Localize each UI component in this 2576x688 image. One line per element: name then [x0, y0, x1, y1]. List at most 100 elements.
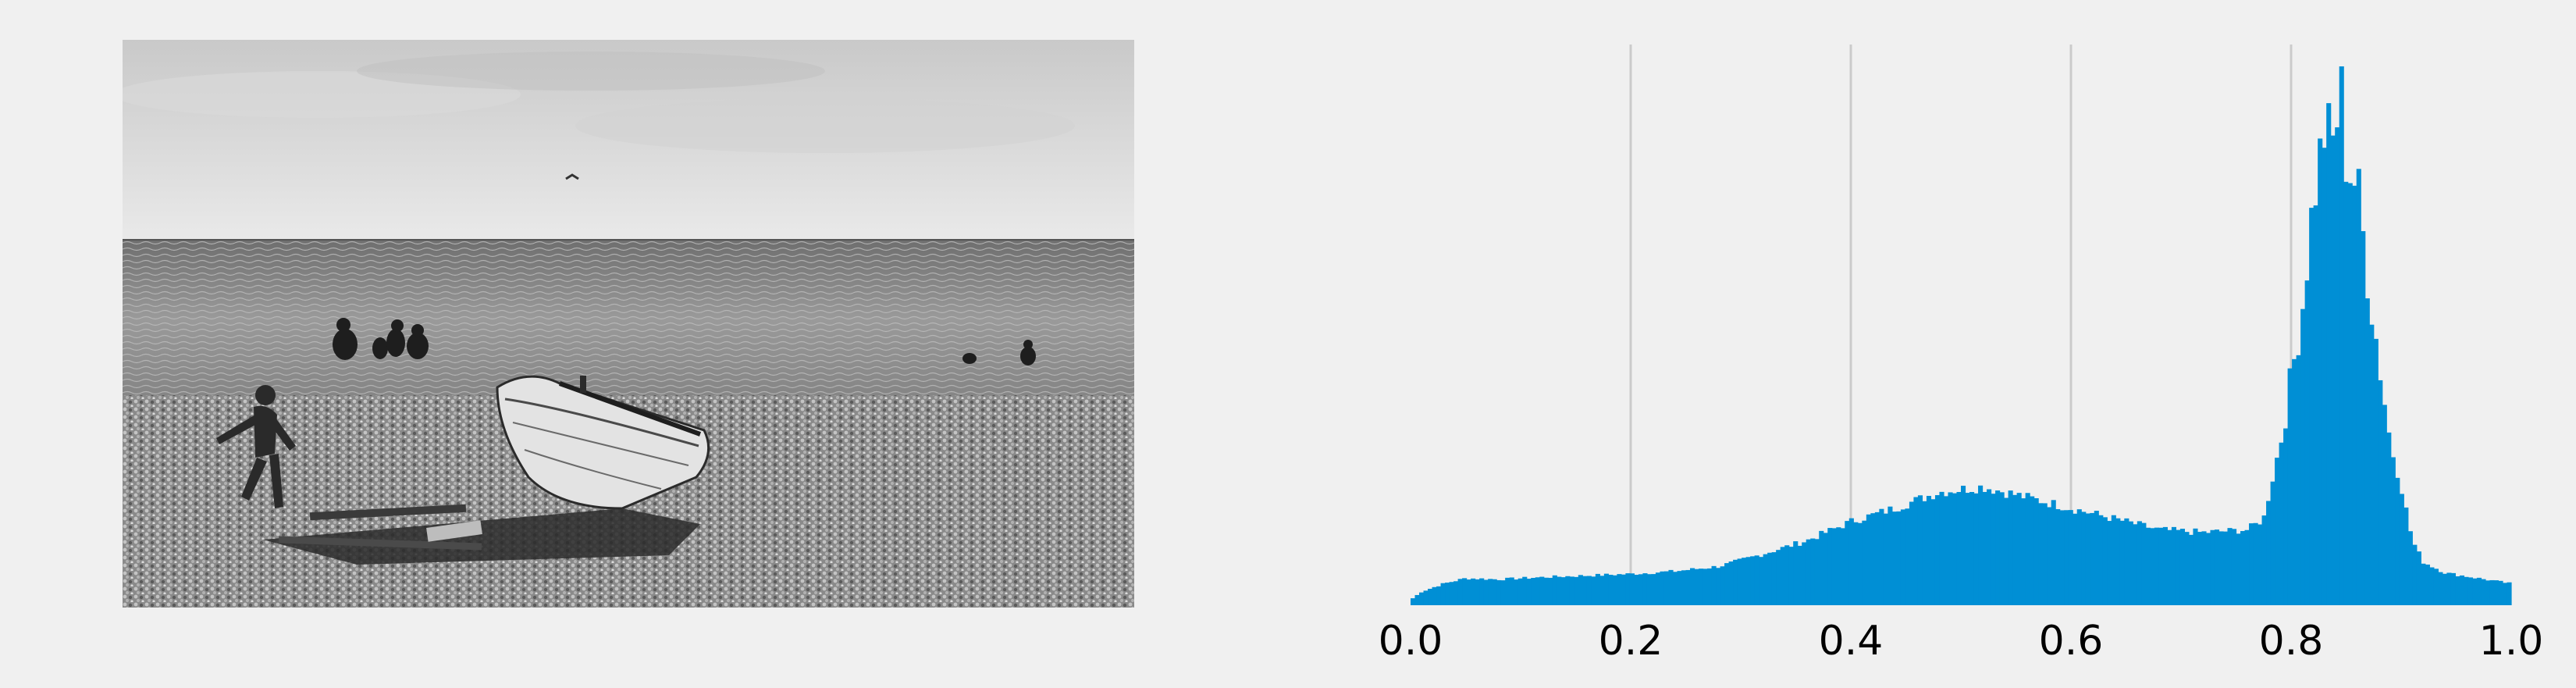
histogram-bar — [2399, 494, 2404, 605]
histogram-bar — [1586, 576, 1592, 605]
histogram-bar — [1810, 538, 1816, 605]
histogram-bar — [1905, 508, 1910, 605]
histogram-bar — [2119, 520, 2125, 605]
histogram-bar — [2502, 583, 2508, 605]
histogram-bar — [2450, 572, 2456, 605]
histogram-bar — [1479, 578, 1485, 605]
histogram-bar — [1823, 533, 1828, 605]
histogram-bar — [1802, 542, 1807, 605]
histogram-bar — [2390, 457, 2396, 605]
histogram-bar — [2214, 529, 2220, 605]
histogram-bar — [2047, 507, 2052, 605]
histogram-bar — [1891, 512, 1897, 605]
histogram-bar — [2464, 576, 2469, 605]
histogram-bar — [2038, 503, 2044, 605]
histogram-bar — [1634, 575, 1639, 605]
histogram-bar — [1599, 576, 1605, 605]
histogram-bar — [2193, 528, 2198, 605]
histogram-bar — [1917, 495, 1923, 605]
histogram-bar — [1973, 493, 1979, 605]
histogram-bar — [2133, 524, 2138, 605]
histogram-bar — [2407, 531, 2413, 605]
histogram-bar — [1742, 558, 1747, 605]
histogram-bar — [1857, 522, 1863, 605]
histogram-bar — [2012, 494, 2018, 605]
histogram-bar — [2481, 579, 2486, 605]
histogram-bar — [1943, 496, 1949, 605]
histogram-bar — [2261, 515, 2267, 605]
histogram-bar — [1475, 579, 1480, 605]
histogram-bar — [2322, 148, 2327, 606]
histogram-bar — [2107, 521, 2112, 605]
histogram-bar — [2016, 493, 2022, 605]
histogram-bar — [1694, 569, 1699, 605]
histogram-bar — [1526, 579, 1532, 605]
histogram-bar — [1436, 586, 1442, 605]
histogram-bar — [1617, 574, 1622, 605]
histogram-bar — [2279, 442, 2284, 605]
histogram-bar — [1522, 576, 1528, 605]
histogram-bar — [1737, 558, 1742, 605]
histogram-bar — [1672, 572, 1678, 605]
histogram-bar — [1681, 570, 1687, 605]
histogram-bar — [2081, 512, 2087, 605]
histogram-bar — [1831, 528, 1837, 605]
histogram-bar — [1552, 575, 1557, 605]
histogram-bar — [1922, 501, 1927, 605]
histogram-bar — [1948, 492, 1953, 605]
histogram-bar — [1934, 495, 1941, 605]
histogram-bar — [2030, 496, 2035, 605]
histogram-bar — [2330, 135, 2336, 606]
histogram-bar — [2412, 544, 2418, 605]
histogram-bar — [1793, 541, 1799, 605]
histogram-bar — [1612, 575, 1617, 605]
histogram-bar — [2176, 529, 2181, 605]
histogram-bar — [1845, 521, 1850, 605]
histogram-bar — [2179, 529, 2186, 605]
histogram-bar — [2433, 569, 2439, 605]
histogram-bar — [2442, 573, 2447, 605]
histogram-bar — [2055, 508, 2061, 605]
histogram-bar — [1784, 545, 1790, 605]
histogram-bar — [2076, 509, 2082, 605]
histogram-bar — [2231, 529, 2237, 605]
x-tick-label: 1.0 — [2479, 618, 2544, 665]
histogram-bar — [1913, 497, 1919, 605]
histogram-chart: 0.0 0.2 0.4 0.6 0.8 1.0 — [1379, 45, 2544, 665]
histogram-bar — [1728, 561, 1734, 605]
histogram-bar — [1500, 580, 1506, 605]
histogram-bar — [1699, 569, 1704, 605]
histogram-bar — [1505, 577, 1510, 605]
histogram-bar — [1453, 581, 1459, 605]
histogram-bar — [2304, 280, 2310, 605]
histogram-bar — [1879, 508, 1884, 605]
histogram-bar — [2403, 507, 2409, 605]
beach-photo-icon — [123, 40, 1134, 608]
histogram-bar — [2205, 533, 2211, 605]
histogram-bar — [2033, 498, 2039, 605]
histogram-bar — [2266, 501, 2272, 605]
histogram-bar — [2446, 572, 2452, 605]
histogram-bars — [1411, 66, 2512, 606]
histogram-bar — [2467, 577, 2474, 605]
histogram-bar — [1642, 573, 1648, 605]
histogram-bar — [1797, 545, 1802, 605]
histogram-bar — [1411, 598, 1416, 605]
histogram-bar — [2240, 531, 2246, 605]
histogram-bar — [1754, 555, 1759, 605]
histogram-bar — [2326, 103, 2332, 605]
histogram-bar — [2275, 458, 2280, 605]
histogram-bar — [1776, 550, 1781, 605]
histogram-bar — [1961, 485, 1966, 605]
histogram-bar — [1625, 573, 1631, 605]
histogram-bar — [1414, 594, 1420, 605]
histogram-bar — [1539, 576, 1545, 605]
histogram-bar — [1457, 579, 1463, 605]
histogram-bar — [2361, 230, 2366, 605]
histogram-bar — [1763, 554, 1768, 605]
x-tick-label: 0.4 — [1819, 618, 1884, 665]
histogram-bar — [2102, 517, 2108, 605]
histogram-bar — [1819, 530, 1824, 605]
histogram-bar — [2004, 497, 2009, 605]
histogram-bar — [1827, 528, 1833, 605]
